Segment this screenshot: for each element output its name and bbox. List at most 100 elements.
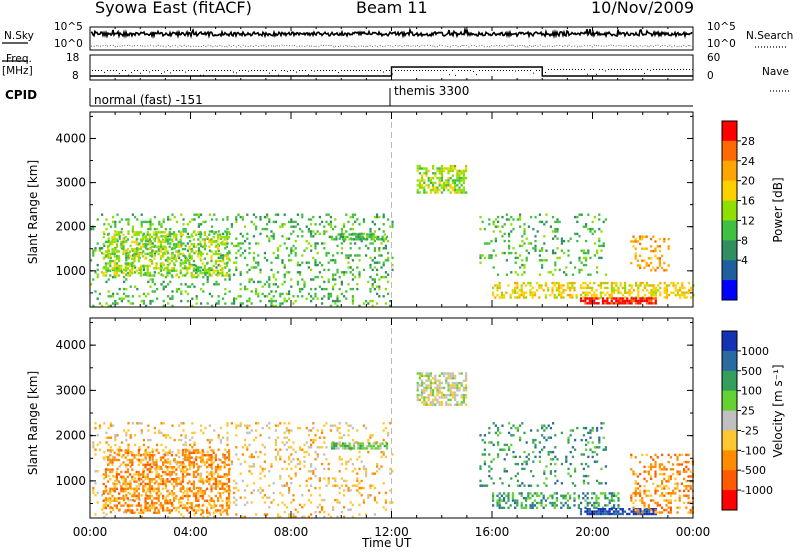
data-cell [214, 262, 217, 265]
data-cell [582, 249, 585, 252]
data-cell [120, 487, 123, 490]
data-cell [497, 225, 500, 228]
data-cell [188, 245, 191, 248]
nave-point [368, 70, 369, 71]
data-cell [201, 245, 204, 248]
data-cell [348, 444, 351, 448]
data-cell [345, 256, 348, 260]
data-cell [126, 454, 129, 457]
data-cell [120, 477, 123, 480]
data-cell [593, 291, 596, 294]
data-cell [336, 251, 339, 255]
data-cell [507, 284, 510, 287]
data-cell [516, 462, 519, 466]
data-cell [674, 286, 677, 290]
data-cell [192, 451, 195, 454]
data-cell [270, 299, 273, 303]
data-cell [109, 497, 112, 500]
data-cell [166, 451, 169, 454]
data-cell [578, 268, 581, 272]
data-cell [107, 443, 110, 447]
data-cell [102, 473, 105, 476]
data-cell [456, 179, 459, 182]
data-cell [135, 454, 138, 457]
data-cell [274, 441, 277, 444]
data-cell [387, 273, 390, 276]
data-cell [523, 460, 526, 463]
data-cell [527, 458, 530, 461]
data-cell [679, 289, 682, 292]
data-cell [323, 268, 326, 272]
data-cell [577, 506, 580, 509]
data-cell [266, 215, 269, 219]
data-cell [619, 508, 622, 511]
data-cell [233, 261, 236, 264]
data-cell [281, 484, 284, 487]
data-cell [551, 286, 554, 290]
data-cell [223, 487, 226, 490]
data-cell [462, 172, 465, 175]
data-cell [233, 491, 236, 495]
data-cell [136, 287, 139, 291]
data-cell [521, 235, 524, 238]
nave-point [92, 70, 93, 71]
data-cell [654, 302, 657, 305]
data-cell [214, 482, 217, 486]
data-cell [345, 213, 348, 216]
data-cell [310, 429, 313, 432]
data-cell [598, 239, 601, 243]
data-cell [376, 501, 379, 504]
data-cell [610, 291, 613, 294]
data-cell [274, 458, 277, 461]
data-cell [153, 250, 156, 253]
data-cell [208, 424, 211, 427]
data-cell [584, 286, 587, 290]
data-cell [360, 494, 363, 497]
data-cell [602, 244, 605, 248]
data-cell [310, 295, 313, 298]
data-cell [140, 458, 143, 462]
data-cell [248, 251, 251, 255]
data-cell [105, 513, 108, 516]
data-cell [628, 293, 631, 297]
data-cell [215, 266, 218, 269]
data-cell [107, 492, 110, 495]
data-cell [547, 453, 550, 456]
data-cell [164, 484, 167, 487]
data-cell [120, 264, 123, 268]
data-cell [615, 289, 618, 292]
data-cell [505, 501, 508, 505]
data-cell [235, 503, 238, 507]
data-cell [140, 269, 143, 272]
data-cell [632, 297, 635, 300]
data-cell [440, 396, 443, 399]
data-cell [182, 227, 185, 231]
data-cell [654, 289, 657, 292]
data-cell [252, 251, 255, 255]
data-cell [630, 494, 633, 497]
data-cell [494, 237, 497, 240]
data-cell [184, 466, 187, 469]
data-cell [193, 275, 196, 279]
data-cell [179, 480, 182, 483]
data-cell [596, 249, 599, 252]
data-cell [195, 475, 198, 478]
data-cell [107, 449, 110, 452]
data-cell [164, 461, 167, 464]
data-cell [210, 490, 213, 493]
data-cell [600, 256, 603, 260]
data-cell [153, 497, 156, 500]
data-cell [118, 451, 121, 454]
data-cell [679, 286, 682, 290]
data-cell [131, 254, 134, 257]
nave-point [548, 69, 549, 70]
nave-point [248, 70, 249, 72]
data-cell [443, 396, 446, 399]
data-cell [214, 504, 217, 507]
data-cell [259, 465, 262, 468]
data-cell [591, 450, 594, 454]
data-cell [166, 490, 169, 493]
data-cell [508, 422, 511, 425]
data-cell [335, 447, 338, 450]
nave-point [578, 69, 579, 70]
